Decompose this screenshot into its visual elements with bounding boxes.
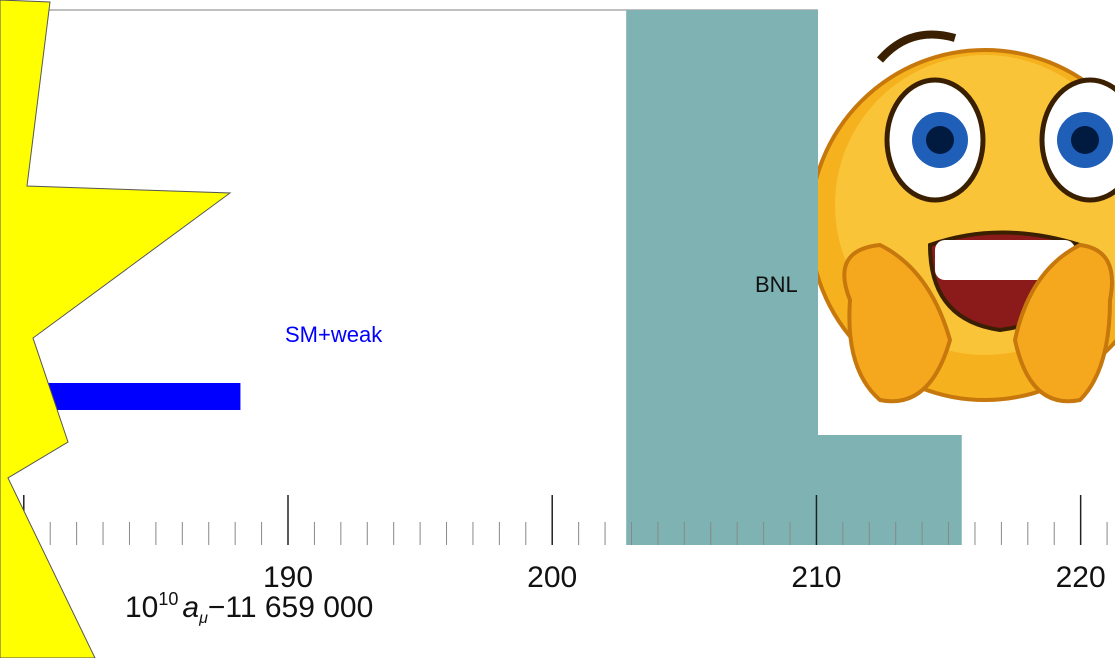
x-label-base: 10 bbox=[125, 591, 158, 624]
emoji-pupil bbox=[926, 126, 954, 154]
x-axis-label: 1010 aμ−11 659 000 bbox=[125, 589, 373, 627]
x-label-sub: μ bbox=[198, 610, 208, 627]
emoji-hand bbox=[842, 242, 953, 404]
star-sticker bbox=[0, 0, 232, 658]
emoji-teeth bbox=[935, 240, 1075, 280]
x-label-exp: 10 bbox=[158, 589, 178, 609]
worried-emoji bbox=[818, 30, 1115, 404]
x-tick-label: 200 bbox=[527, 561, 577, 594]
emoji-hand bbox=[1012, 242, 1114, 404]
emoji-pupil bbox=[1071, 126, 1099, 154]
x-label-rest: −11 659 000 bbox=[208, 591, 373, 624]
bar-label: SM+weak bbox=[285, 322, 383, 347]
emoji-brow bbox=[876, 30, 957, 63]
x-tick-label: 210 bbox=[791, 561, 841, 594]
band-label: BNL bbox=[755, 272, 798, 297]
x-tick-label: 220 bbox=[1056, 561, 1106, 594]
x-tick-label: 190 bbox=[263, 561, 313, 594]
x-label-var: a bbox=[182, 591, 199, 624]
